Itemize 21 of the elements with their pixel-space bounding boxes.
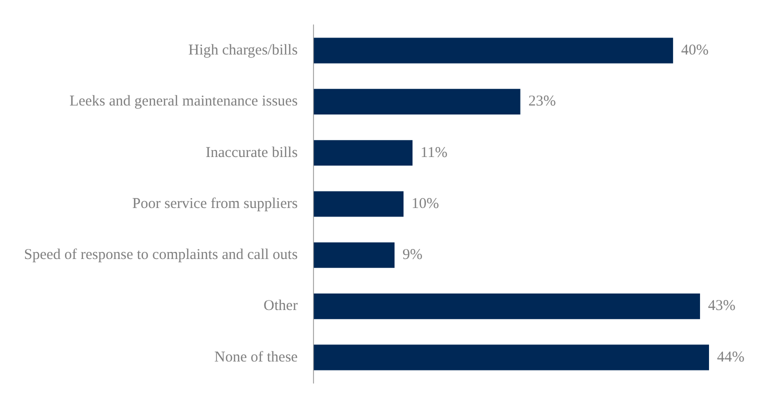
data-label: 23% xyxy=(528,94,556,110)
data-label: 11% xyxy=(420,144,448,161)
y-tick-label: Other xyxy=(264,298,298,314)
y-tick-label: High charges/bills xyxy=(188,42,298,59)
bar xyxy=(314,344,710,370)
y-tick-label: Leeks and general maintenance issues xyxy=(69,94,298,110)
bar xyxy=(314,294,700,320)
bar xyxy=(314,38,674,64)
data-label: 43% xyxy=(708,298,736,314)
bar xyxy=(314,242,395,268)
data-label: 40% xyxy=(681,42,709,59)
bar xyxy=(314,88,520,114)
y-tick-label: None of these xyxy=(214,349,298,366)
bar xyxy=(314,191,404,217)
data-label: 10% xyxy=(412,196,440,212)
y-tick-label: Speed of response to complaints and call outs xyxy=(24,247,298,264)
data-label: 44% xyxy=(717,349,745,366)
data-label: 9% xyxy=(402,247,423,264)
bar xyxy=(314,140,413,166)
y-tick-label: Inaccurate bills xyxy=(206,144,298,161)
y-tick-label: Poor service from suppliers xyxy=(132,196,298,212)
